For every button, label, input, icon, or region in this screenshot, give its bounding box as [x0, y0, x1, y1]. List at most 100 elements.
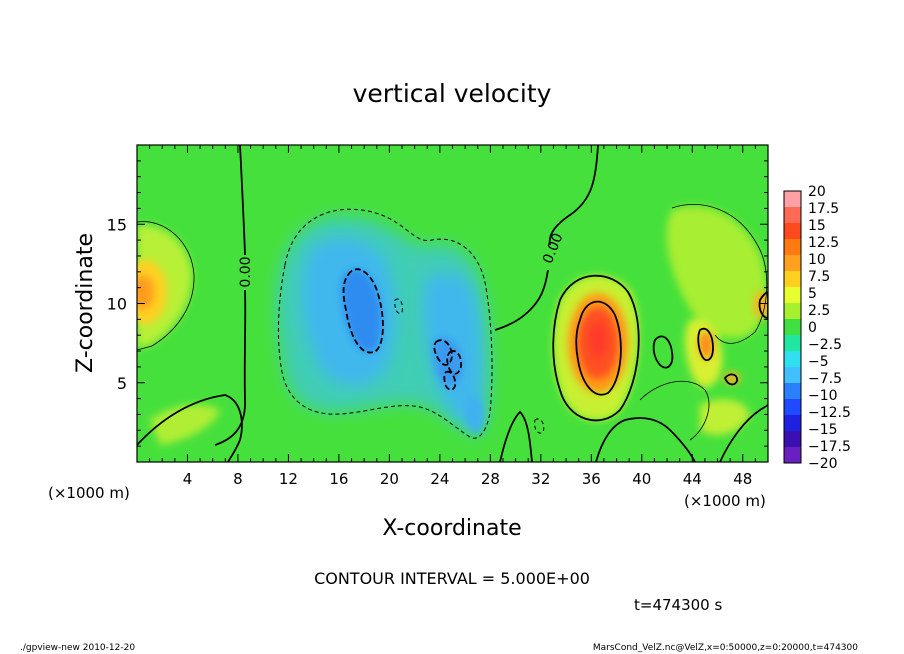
colorbar-swatch — [784, 287, 801, 304]
plus5-contour-right-core — [575, 300, 622, 396]
zero-contour-bottom-c — [595, 417, 696, 462]
zero-contour-small-b — [697, 327, 714, 362]
colorbar-swatch — [784, 303, 801, 320]
colorbar-label: 2.5 — [808, 303, 830, 319]
zero-contour-bottom-e — [719, 404, 768, 462]
colorbar-label: 0 — [808, 320, 817, 336]
x-axis-label: X-coordinate — [382, 516, 521, 541]
x-axis: 4 8 12 16 20 24 28 32 36 40 44 48 — [149, 145, 756, 488]
colorbar-label: −15 — [808, 422, 838, 438]
neg-10-contour-right-b — [446, 350, 462, 375]
thin-contour-left — [137, 221, 195, 351]
thin-contour-right — [671, 204, 768, 344]
updraft-core-small-c — [754, 291, 768, 319]
zero-contour-small-a — [652, 335, 674, 369]
thin-contour-right-low — [639, 381, 710, 441]
x-tick-label: 8 — [233, 470, 243, 488]
neg-10-contours — [342, 268, 462, 391]
neg-10-contour-left — [342, 268, 384, 354]
colorbar-label: 20 — [808, 184, 826, 200]
x-tick-label: 36 — [582, 470, 601, 488]
x-tick-label: 16 — [329, 470, 348, 488]
footer-right: MarsCond_VelZ.nc@VelZ,x=0:50000,z=0:2000… — [593, 643, 858, 653]
colorbar-swatch — [784, 415, 801, 432]
neg-contour-small-a — [394, 298, 403, 314]
colorbar-label: −10 — [808, 388, 838, 404]
colorbar-label: −7.5 — [808, 371, 842, 387]
neg-10-contour-right-a — [433, 339, 453, 366]
x-tick-label: 40 — [632, 470, 651, 488]
zero-contour-bottom-d — [499, 410, 533, 462]
weak-updraft-right-b — [666, 206, 766, 339]
x-tick-label: 44 — [683, 470, 702, 488]
colorbar-label: 5 — [808, 286, 817, 302]
x-unit-right: (×1000 m) — [684, 492, 766, 510]
zero-contours — [137, 145, 768, 462]
zero-contour-right — [494, 145, 599, 331]
weak-updraft-low-b — [700, 399, 750, 435]
colorbar-swatch — [784, 239, 801, 256]
colorbar-swatch — [784, 367, 801, 384]
thin-contours — [137, 204, 768, 441]
time-label: t=474300 s — [634, 596, 722, 614]
neg-contour-small-b — [534, 418, 545, 434]
colorbar-label: 12.5 — [808, 235, 839, 251]
colorbar-label: 15 — [808, 218, 826, 234]
footer-left: ./gpview-new 2010-12-20 — [20, 643, 135, 653]
y-axis-label: Z-coordinate — [73, 233, 98, 373]
colorbar-label: 10 — [808, 252, 826, 268]
colorbar-swatch — [784, 223, 801, 240]
downdraft-core-low — [464, 394, 484, 434]
colorbar-label: −2.5 — [808, 337, 842, 353]
zero-contour-small-c — [723, 373, 738, 386]
colorbar-label: −5 — [808, 354, 829, 370]
colorbar-swatch — [784, 191, 801, 208]
downdraft-regions — [276, 216, 490, 437]
updraft-core-left-inner — [137, 275, 154, 309]
colorbar-label: −12.5 — [808, 405, 851, 421]
x-tick-label: 12 — [279, 470, 298, 488]
zero-contour-bottom-b — [552, 274, 640, 422]
colorbar-label: 17.5 — [808, 201, 839, 217]
negative-contours — [277, 208, 545, 439]
x-tick-label: 48 — [733, 470, 752, 488]
colorbar-label: −17.5 — [808, 439, 851, 455]
x-tick-label: 24 — [430, 470, 449, 488]
contour-label-left: 0.00 — [238, 256, 254, 287]
colorbar-frame — [783, 190, 802, 464]
zero-contour-small-d — [758, 291, 768, 319]
x-tick-label: 20 — [380, 470, 399, 488]
heatmap-field — [137, 145, 768, 462]
x-tick-label: 32 — [531, 470, 550, 488]
x-unit-left: (×1000 m) — [48, 484, 130, 502]
y-axis: 5 10 15 — [107, 160, 768, 447]
colorbar-swatch — [784, 207, 801, 224]
weak-updraft-low-a — [150, 404, 220, 445]
colorbar-swatch — [784, 399, 801, 416]
colorbar-swatch — [784, 335, 801, 352]
colorbar-swatch — [784, 271, 801, 288]
y-tick-label: 15 — [107, 215, 127, 234]
updraft-cores — [137, 260, 768, 393]
contour-interval: CONTOUR INTERVAL = 5.000E+00 — [314, 569, 590, 588]
colorbar: 2017.51512.5107.552.50−2.5−5−7.5−10−12.5… — [783, 184, 851, 472]
colorbar-swatch — [784, 383, 801, 400]
colorbar-swatch — [784, 319, 801, 336]
chart-title: vertical velocity — [353, 79, 552, 108]
y-tick-label: 10 — [107, 295, 127, 314]
neg-10-contour-right-c — [443, 370, 457, 391]
colorbar-label: −20 — [808, 456, 838, 472]
colorbar-swatch — [784, 447, 801, 464]
y-tick-label: 5 — [117, 374, 127, 393]
zero-contour-left — [214, 145, 247, 446]
colorbar-swatch — [784, 255, 801, 272]
updraft-core-small-a — [699, 331, 713, 359]
updraft-core-right-inner — [589, 322, 607, 358]
zero-contour-bottom-a — [137, 394, 243, 462]
colorbar-swatch — [784, 351, 801, 368]
x-tick-label: 28 — [481, 470, 500, 488]
x-tick-label: 4 — [183, 470, 193, 488]
colorbar-swatch — [784, 431, 801, 448]
colorbar-label: 7.5 — [808, 269, 830, 285]
